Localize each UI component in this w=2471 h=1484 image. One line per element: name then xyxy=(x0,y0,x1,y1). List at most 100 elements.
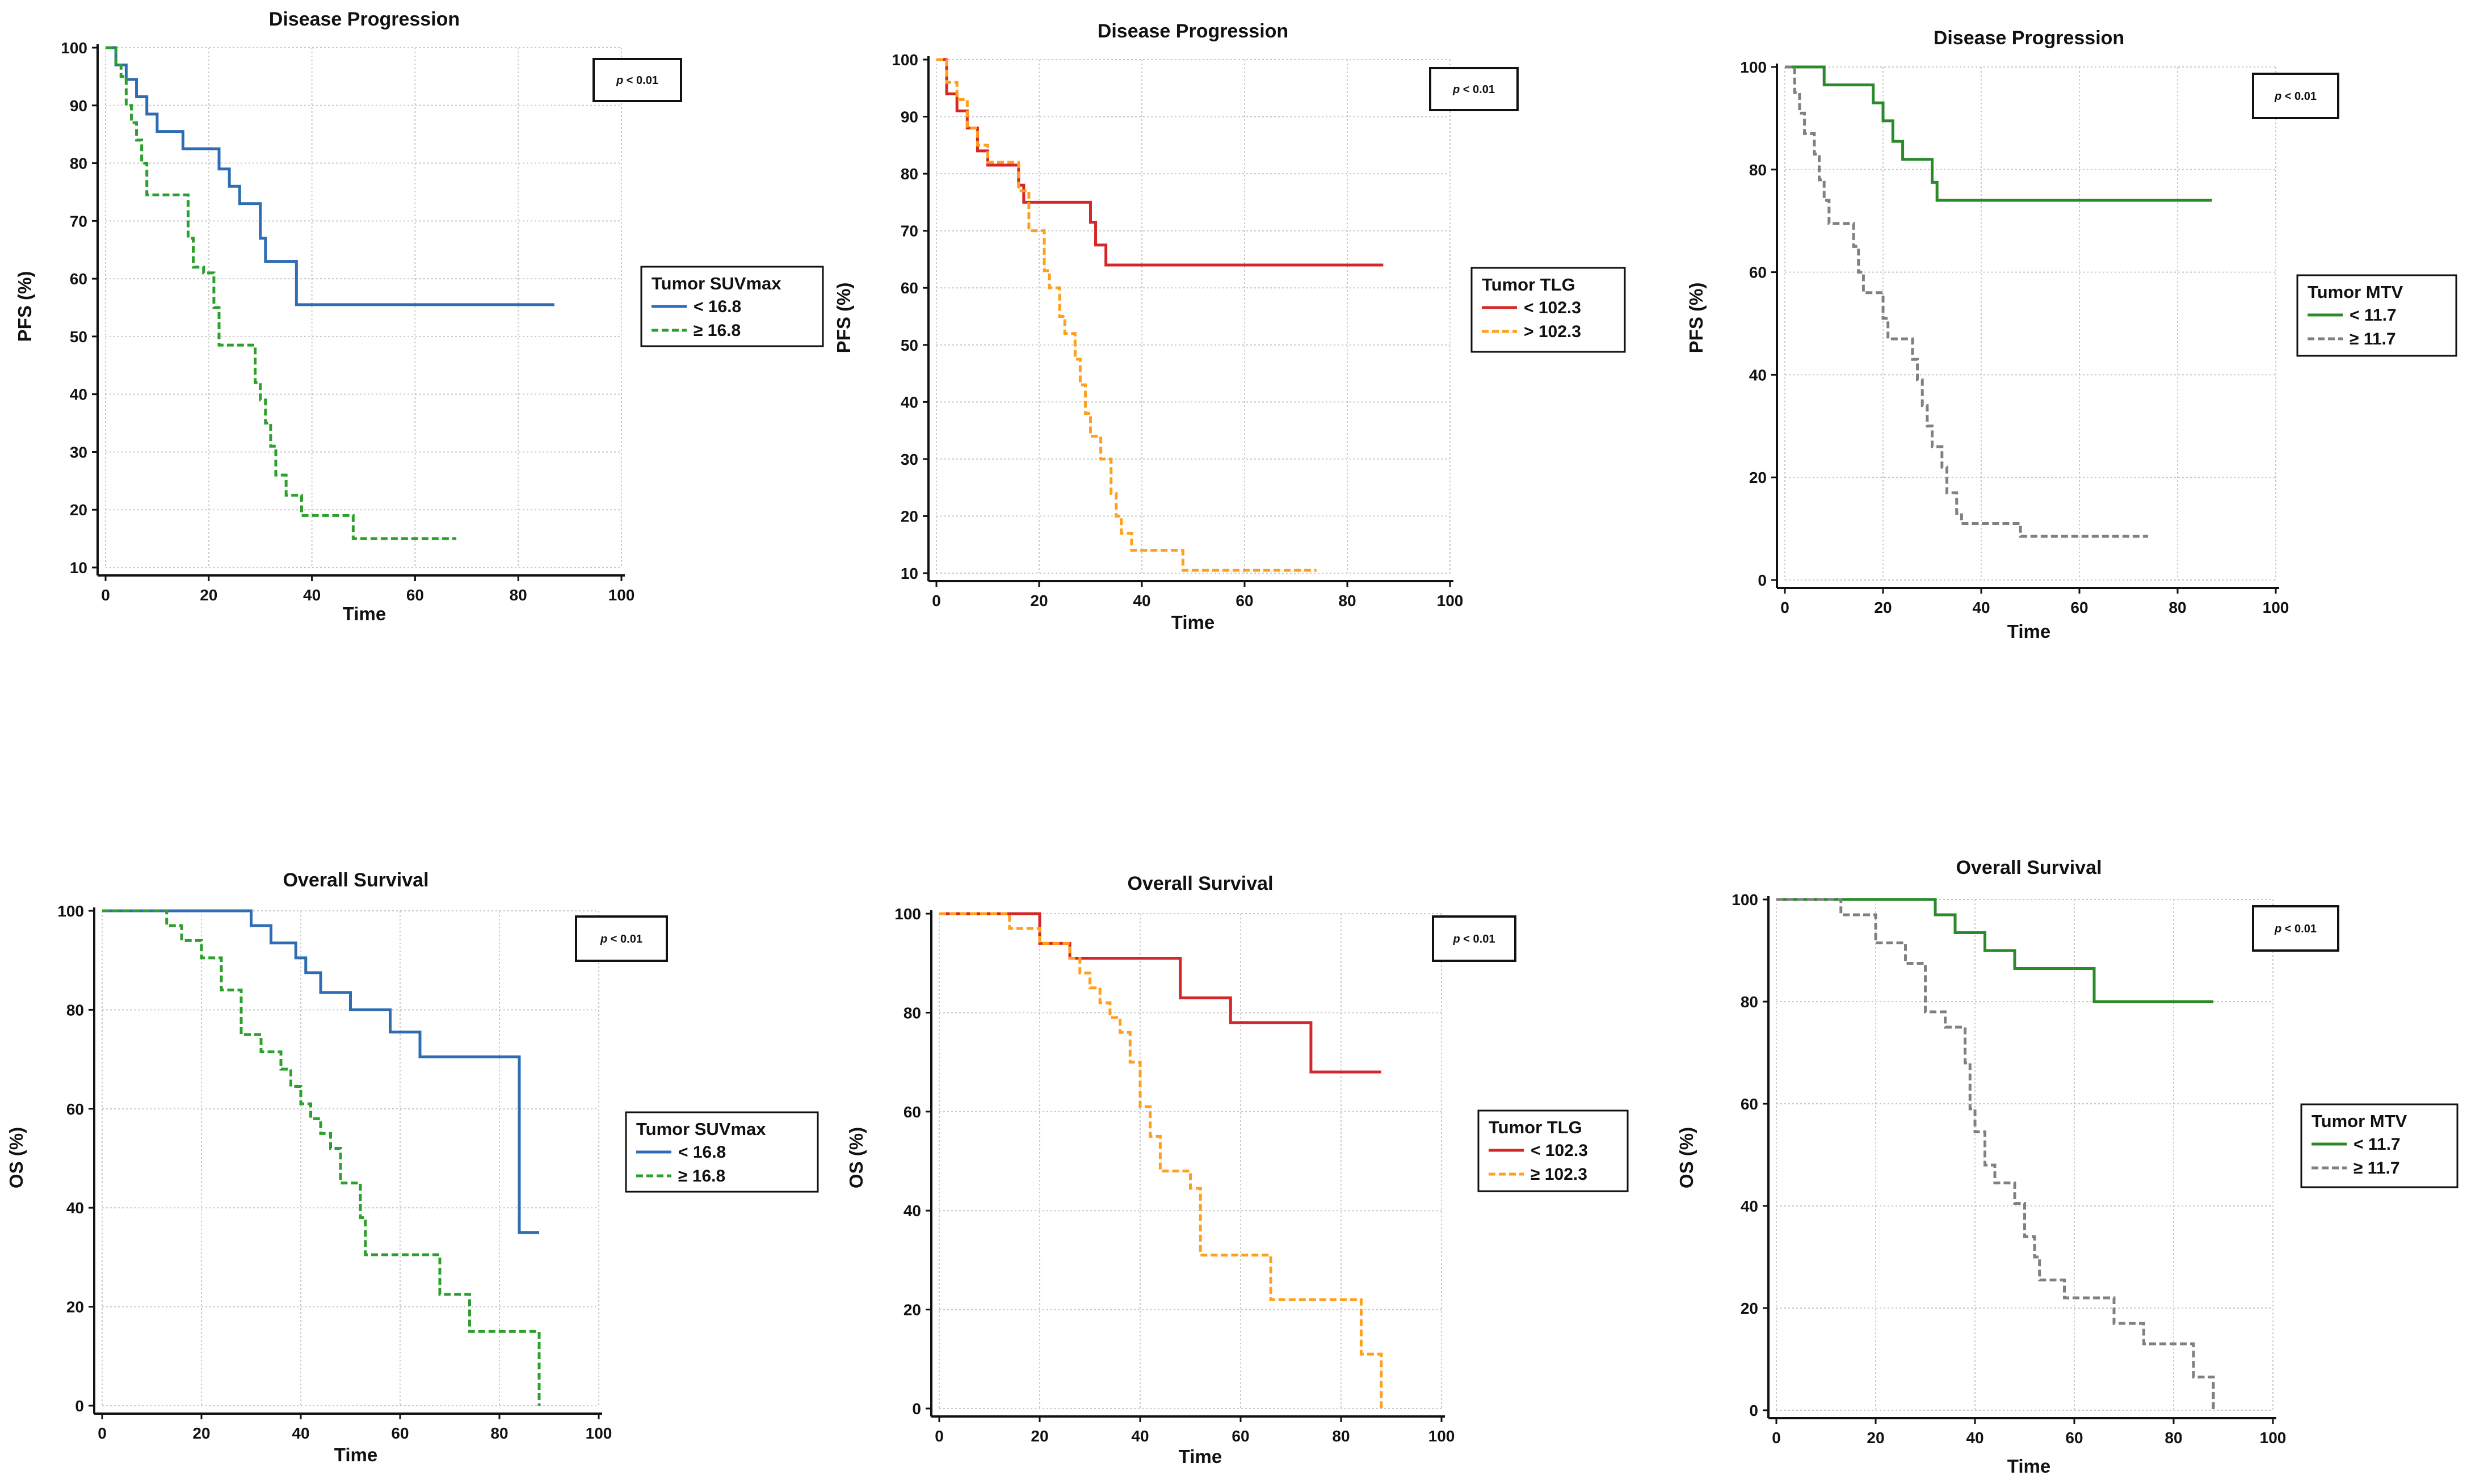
y-tick-label: 60 xyxy=(903,1103,921,1121)
p-value-label: p < 0.01 xyxy=(1453,933,1495,945)
x-tick-label: 0 xyxy=(98,1424,107,1442)
y-tick-label: 70 xyxy=(70,212,87,230)
y-tick-label: 50 xyxy=(901,337,918,354)
legend-entry: < 16.8 xyxy=(694,297,741,316)
series-line-1 xyxy=(939,912,1381,1074)
chart-panel-4: 0 20 40 60 80 100 0 20 40 60 80 100 Overall Survival… xyxy=(6,869,819,1465)
p-value-box xyxy=(2252,73,2339,119)
series-line-2 xyxy=(1785,65,2149,538)
y-axis-label: PFS (%) xyxy=(833,283,854,354)
x-tick-label: 20 xyxy=(1867,1429,1884,1447)
x-axis-label: Time xyxy=(334,1444,377,1465)
p-value-label: p < 0.01 xyxy=(600,933,642,945)
y-tick-label: 70 xyxy=(901,222,918,240)
legend-entry: < 102.3 xyxy=(1524,299,1581,317)
p-value-box xyxy=(575,915,668,962)
x-tick-label: 0 xyxy=(101,586,110,604)
chart-title: Disease Progression xyxy=(1098,20,1288,42)
x-tick-label: 0 xyxy=(935,1427,944,1445)
series-line-2 xyxy=(939,912,1383,1409)
x-tick-label: 100 xyxy=(586,1424,612,1442)
y-tick-label: 60 xyxy=(1749,264,1767,281)
p-value-label: p < 0.01 xyxy=(1452,83,1495,96)
p-value-symbol: p xyxy=(1453,933,1460,945)
x-tick-label: 100 xyxy=(2263,599,2289,616)
y-tick-label: 40 xyxy=(1741,1197,1758,1215)
x-tick-label: 20 xyxy=(200,586,217,604)
chart-panel-1: 0 20 40 60 80 100 10 20 30 40 50 60 70 80 90 100 Disease… xyxy=(14,9,824,624)
y-tick-label: 80 xyxy=(70,155,87,173)
legend-entry: < 11.7 xyxy=(2354,1135,2401,1154)
x-tick-label: 20 xyxy=(1031,1427,1048,1445)
p-value-text: < 0.01 xyxy=(623,74,658,87)
x-axis-label: Time xyxy=(1179,1446,1222,1467)
x-axis-label: Time xyxy=(1171,612,1215,633)
x-tick-label: 60 xyxy=(1236,592,1253,609)
chart-panel-2: 0 20 40 60 80 100 10 20 30 40 50 60 70 80 90 100 Disease… xyxy=(833,20,1626,633)
legend-box xyxy=(1470,267,1626,353)
legend-entry: ≥ 16.8 xyxy=(678,1167,725,1185)
y-axis-label: PFS (%) xyxy=(1686,283,1707,354)
y-tick-label: 60 xyxy=(1741,1095,1758,1113)
y-tick-label: 30 xyxy=(70,443,87,461)
series-line-1 xyxy=(102,909,539,1234)
p-value-symbol: p xyxy=(2274,90,2281,103)
x-tick-label: 20 xyxy=(1030,592,1048,609)
y-tick-label: 40 xyxy=(901,393,918,411)
p-value-text: < 0.01 xyxy=(2281,90,2317,103)
p-value-label: p < 0.01 xyxy=(616,74,658,87)
legend: Tumor SUVmax < 16.8 ≥ 16.8 xyxy=(640,266,824,347)
legend-entry: ≥ 11.7 xyxy=(2354,1159,2400,1178)
y-tick-label: 20 xyxy=(1749,469,1767,486)
legend: Tumor TLG < 102.3 > 102.3 xyxy=(1470,267,1626,353)
legend-entry: < 102.3 xyxy=(1531,1141,1588,1160)
series-line-2 xyxy=(106,46,457,540)
y-axis-label: OS (%) xyxy=(1676,1127,1697,1188)
p-value-symbol: p xyxy=(1452,83,1460,96)
x-tick-label: 80 xyxy=(490,1424,508,1442)
y-axis-label: OS (%) xyxy=(846,1127,867,1188)
series-line-2 xyxy=(1776,898,2215,1410)
y-axis-label: PFS (%) xyxy=(14,271,35,342)
y-tick-label: 100 xyxy=(1732,891,1758,909)
x-tick-label: 100 xyxy=(1428,1427,1455,1445)
x-tick-label: 20 xyxy=(192,1424,210,1442)
x-tick-label: 0 xyxy=(1780,599,1789,616)
x-tick-label: 40 xyxy=(1966,1429,1983,1447)
p-value-label: p < 0.01 xyxy=(2274,90,2317,103)
y-tick-label: 0 xyxy=(1749,1402,1758,1419)
legend: Tumor SUVmax < 16.8 ≥ 16.8 xyxy=(625,1111,819,1193)
chart-panel-6: 0 20 40 60 80 100 0 20 40 60 80 100 Overall Survival… xyxy=(1676,857,2459,1477)
series-line-2 xyxy=(936,58,1317,572)
x-tick-label: 40 xyxy=(1131,1427,1149,1445)
y-tick-label: 90 xyxy=(901,108,918,126)
y-tick-label: 80 xyxy=(901,165,918,183)
x-tick-label: 60 xyxy=(1232,1427,1249,1445)
y-tick-label: 10 xyxy=(901,565,918,582)
y-tick-label: 0 xyxy=(1758,571,1767,589)
x-tick-label: 80 xyxy=(1338,592,1356,609)
p-value-symbol: p xyxy=(2274,923,2281,935)
y-tick-label: 60 xyxy=(70,270,87,288)
legend: Tumor MTV < 11.7 ≥ 11.7 xyxy=(2296,274,2457,357)
y-tick-label: 0 xyxy=(912,1400,921,1418)
chart-panel-5: 0 20 40 60 80 100 0 20 40 60 80 100 Overall Survival… xyxy=(846,873,1629,1467)
y-tick-label: 80 xyxy=(1749,161,1767,179)
x-axis-label: Time xyxy=(2007,621,2050,642)
y-tick-label: 100 xyxy=(892,51,918,69)
chart-title: Overall Survival xyxy=(283,869,428,891)
x-tick-label: 80 xyxy=(2169,599,2186,616)
y-axis-label: OS (%) xyxy=(6,1127,27,1188)
y-tick-label: 100 xyxy=(57,902,84,920)
p-value-box xyxy=(1429,67,1519,111)
p-value-text: < 0.01 xyxy=(607,933,642,945)
x-axis-label: Time xyxy=(343,603,386,624)
p-value-box xyxy=(2252,905,2339,952)
y-tick-label: 20 xyxy=(70,501,87,519)
legend-title: Tumor SUVmax xyxy=(652,274,781,293)
x-tick-label: 40 xyxy=(1133,592,1150,609)
chart-title: Overall Survival xyxy=(1956,857,2102,878)
x-tick-label: 0 xyxy=(932,592,941,609)
y-tick-label: 60 xyxy=(901,279,918,297)
